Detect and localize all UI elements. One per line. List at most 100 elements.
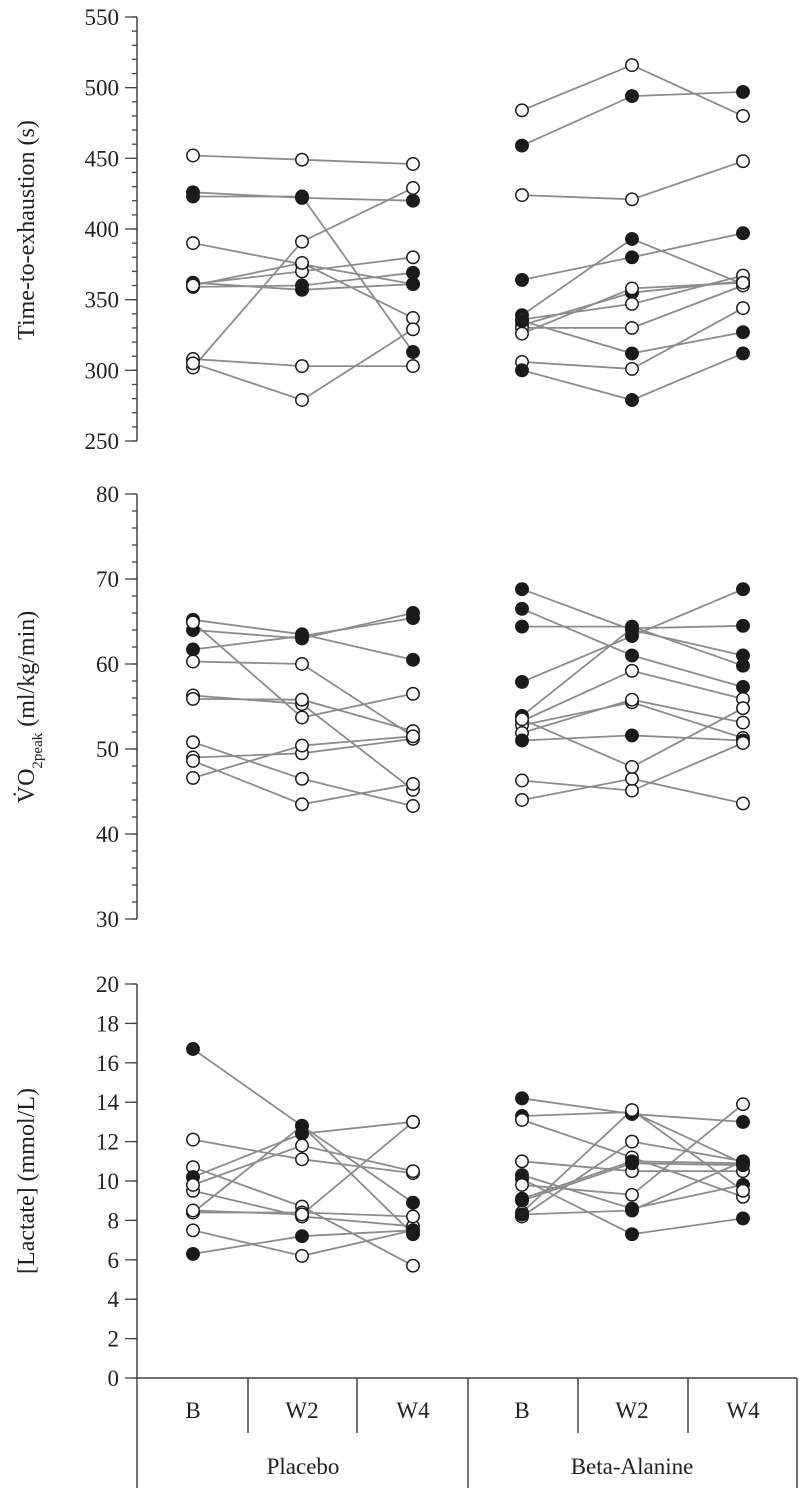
data-point-open	[625, 320, 639, 335]
data-point-open	[736, 1097, 750, 1112]
x-category-label: W4	[396, 1398, 430, 1423]
data-point-filled	[406, 1223, 420, 1238]
data-point-open	[515, 793, 529, 807]
data-point-open	[295, 152, 309, 167]
data-point-open	[295, 359, 309, 374]
data-point-open	[186, 278, 200, 293]
data-point-open	[406, 359, 420, 374]
y-tick-label: 300	[85, 358, 120, 383]
y-tick-label: 550	[85, 5, 120, 30]
data-point-open	[625, 1187, 639, 1202]
data-point-filled	[736, 1114, 750, 1129]
data-point-filled	[625, 621, 639, 636]
data-point-open	[295, 234, 309, 249]
data-point-filled	[515, 733, 529, 748]
data-point-open	[406, 157, 420, 171]
data-point-open	[515, 1154, 529, 1169]
data-point-filled	[736, 325, 750, 340]
data-point-open	[406, 1258, 420, 1273]
data-point-open	[295, 797, 309, 812]
data-point-open	[295, 710, 309, 725]
data-point-filled	[625, 728, 639, 743]
data-point-open	[625, 192, 639, 207]
data-point-open	[295, 692, 309, 707]
data-point-open	[406, 322, 420, 337]
data-point-filled	[406, 611, 420, 626]
data-point-open	[295, 657, 309, 671]
data-point-open	[406, 1164, 420, 1179]
data-point-open	[186, 1223, 200, 1238]
data-point-filled	[625, 231, 639, 246]
data-point-open	[515, 1112, 529, 1127]
series-lines	[192, 64, 744, 401]
y-axis-title-subscript: 2peak	[30, 732, 46, 768]
y-tick-label: 0	[108, 1366, 120, 1391]
data-point-filled	[515, 1091, 529, 1106]
y-tick-label: 400	[85, 217, 120, 242]
data-point-filled	[515, 674, 529, 689]
data-point-filled	[406, 193, 420, 208]
data-point-open	[295, 393, 309, 407]
y-axis-title-suffix: (ml/kg/min)	[14, 611, 40, 733]
data-point-open	[406, 729, 420, 744]
x-category-label: W2	[285, 1398, 318, 1423]
data-point-open	[186, 691, 200, 706]
data-point-filled	[736, 680, 750, 694]
y-axis-title: [Lactate] (mmol/L)	[14, 1088, 40, 1274]
y-tick-label: 10	[96, 1169, 119, 1194]
data-point-open	[625, 361, 639, 376]
data-point-open	[515, 326, 529, 341]
data-point-open	[736, 108, 750, 123]
data-point-open	[186, 753, 200, 768]
data-point-open	[515, 103, 529, 118]
data-point-open	[295, 255, 309, 270]
panel-time-to-exhaustion: 250 300 350 400 450 500 550 Time-to-exhaustion …	[14, 5, 750, 454]
y-tick-label: 40	[96, 822, 119, 847]
data-point-open	[186, 1203, 200, 1218]
data-point-open	[736, 154, 750, 169]
data-point-filled	[515, 1207, 529, 1222]
y-tick-label: 4	[108, 1287, 120, 1312]
data-point-open	[736, 275, 750, 290]
data-point-open	[186, 356, 200, 371]
y-tick-label: 450	[85, 146, 120, 171]
x-group-label: Placebo	[267, 1454, 340, 1479]
y-tick-label: 50	[96, 737, 119, 762]
data-point-open	[625, 663, 639, 678]
y-tick-label: 2	[108, 1327, 120, 1352]
data-point-open	[625, 58, 639, 73]
data-point-open	[406, 1209, 420, 1224]
data-point-open	[295, 1207, 309, 1222]
data-point-open	[295, 738, 309, 753]
data-point-filled	[515, 272, 529, 287]
data-point-filled	[295, 1229, 309, 1244]
y-tick-label: 16	[96, 1051, 119, 1076]
panel-vo2peak: 30 40 50 60 70 80 V̇O2peak (ml/kg/min)	[14, 482, 750, 932]
data-point-filled	[515, 1193, 529, 1208]
data-point-open	[186, 236, 200, 251]
data-point-filled	[406, 652, 420, 667]
series-markers	[186, 1042, 750, 1273]
data-point-open	[736, 736, 750, 750]
x-group-label: Beta-Alanine	[571, 1454, 694, 1479]
data-point-filled	[736, 84, 750, 99]
data-point-filled	[406, 345, 420, 359]
y-axis-title: V̇O2peak (ml/kg/min)	[14, 611, 46, 804]
data-point-open	[515, 773, 529, 788]
data-point-open	[625, 1103, 639, 1118]
data-point-open	[736, 715, 750, 730]
data-point-open	[295, 1152, 309, 1167]
data-point-open	[295, 771, 309, 786]
data-point-open	[515, 1177, 529, 1192]
data-point-open	[186, 1177, 200, 1192]
y-tick-label: 350	[85, 288, 120, 313]
y-tick-label: 14	[96, 1090, 120, 1115]
x-category-label: W4	[726, 1398, 760, 1423]
data-point-open	[625, 692, 639, 707]
data-point-filled	[625, 250, 639, 265]
y-tick-label: 250	[85, 429, 120, 454]
y-tick-label: 70	[96, 567, 119, 592]
y-tick-label: 60	[96, 652, 119, 677]
data-point-filled	[406, 1195, 420, 1210]
data-point-open	[736, 1183, 750, 1198]
